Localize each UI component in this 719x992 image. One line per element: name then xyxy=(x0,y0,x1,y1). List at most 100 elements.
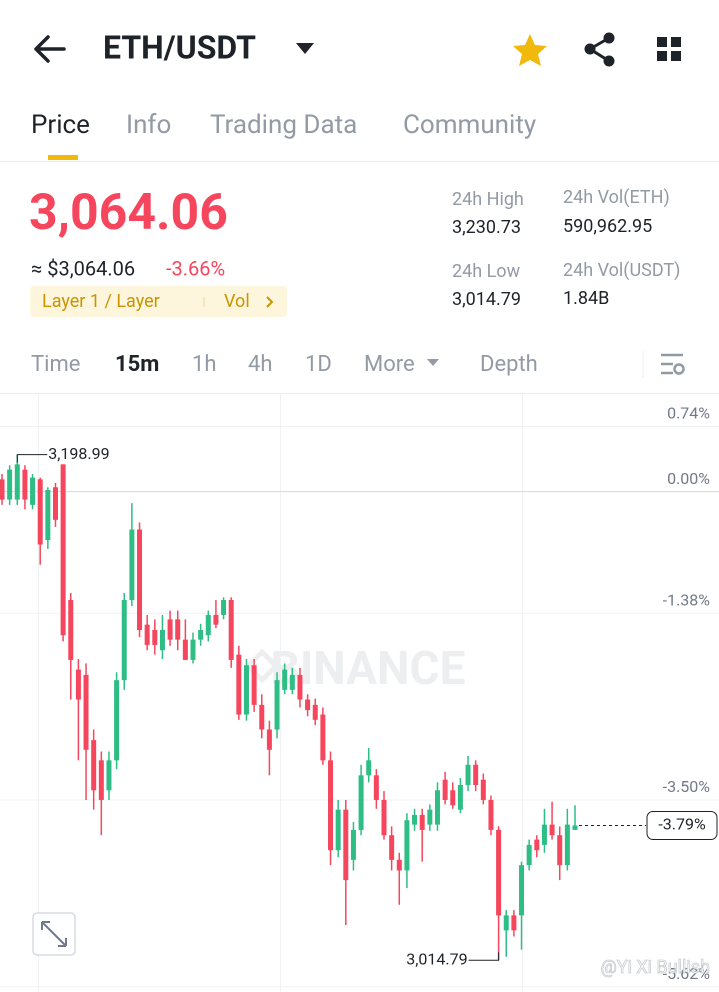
share-lines xyxy=(587,36,610,63)
more-dropdown[interactable] xyxy=(427,359,439,366)
back-icon xyxy=(34,35,66,63)
candle-body xyxy=(427,809,433,825)
candle-body xyxy=(52,487,58,520)
grid-menu[interactable] xyxy=(657,37,681,61)
candle-body xyxy=(328,760,334,851)
candle-body xyxy=(205,614,211,636)
candle-body xyxy=(221,600,227,615)
watermark: BINANCE xyxy=(270,642,465,696)
candle-body xyxy=(373,775,379,800)
price-change: -3.66% xyxy=(166,256,225,280)
candle-body xyxy=(22,469,28,500)
candle-body xyxy=(541,824,547,845)
candle-body xyxy=(289,674,295,690)
candle-body xyxy=(305,699,311,711)
stat-label: 24h High xyxy=(452,189,524,210)
candle-body xyxy=(564,824,570,866)
candle-body xyxy=(175,619,181,640)
high-label: 3,198.99 xyxy=(48,444,109,463)
candle-body xyxy=(75,669,81,700)
stat-label: 24h Vol(USDT) xyxy=(563,260,680,281)
settings-gear xyxy=(673,363,685,375)
last-price-box xyxy=(646,811,718,841)
candle-body xyxy=(190,639,196,660)
expand-button[interactable] xyxy=(32,912,76,956)
candle-body xyxy=(213,614,219,625)
interval[interactable]: Time xyxy=(31,352,80,377)
candle-body xyxy=(266,729,272,750)
candle-body xyxy=(557,835,563,866)
share-button[interactable] xyxy=(584,32,615,67)
tab[interactable]: Trading Data xyxy=(210,110,357,140)
expand-icon xyxy=(41,921,67,947)
candle-body xyxy=(549,824,555,836)
candle-body xyxy=(91,740,97,791)
pair-title[interactable]: ETH/USDT xyxy=(103,28,256,66)
candle-body xyxy=(236,654,242,715)
tab[interactable]: Info xyxy=(126,110,171,140)
candle-body xyxy=(274,680,280,730)
y-tick-label: -5.62% xyxy=(663,964,711,983)
candle-body xyxy=(30,477,36,505)
candle-body xyxy=(450,790,456,806)
tab[interactable]: Price xyxy=(31,110,90,140)
interval[interactable]: 1h xyxy=(192,352,216,377)
interval[interactable]: 15m xyxy=(115,352,159,377)
menu-square xyxy=(657,37,667,47)
candle-body xyxy=(198,629,204,640)
candle-body xyxy=(473,764,479,785)
tag-chevron xyxy=(266,296,274,308)
candle-body xyxy=(534,839,540,851)
candle-body xyxy=(129,529,135,601)
menu-square xyxy=(671,37,681,47)
candle-body xyxy=(282,669,288,690)
candle-body xyxy=(0,479,5,500)
stat-value: 3,014.79 xyxy=(452,289,521,310)
candle-body xyxy=(396,859,402,871)
candle-body xyxy=(7,469,13,500)
interval[interactable]: 4h xyxy=(248,352,272,377)
candle-body xyxy=(14,464,20,500)
interval[interactable]: 1D xyxy=(305,352,332,377)
candle-body xyxy=(442,779,448,800)
tag-text: Layer 1 / Layer xyxy=(42,291,160,312)
y-tick-label: -3.50% xyxy=(663,777,711,796)
tab[interactable]: Community xyxy=(403,110,536,140)
credit-watermark: @Yi Xi Bullish xyxy=(601,957,710,978)
candle-body xyxy=(37,479,43,545)
chart-settings[interactable] xyxy=(661,353,685,375)
candle-body xyxy=(389,835,395,860)
candle-body xyxy=(114,680,120,761)
candle-body xyxy=(106,760,112,791)
back-button[interactable] xyxy=(34,35,66,63)
interval[interactable]: More xyxy=(364,352,415,377)
candle-body xyxy=(381,799,387,836)
candle-body xyxy=(98,760,104,800)
candle-body xyxy=(480,779,486,800)
menu-square xyxy=(671,51,681,61)
tag-bg xyxy=(30,286,287,317)
candle-body xyxy=(503,915,509,931)
y-tick-label: 0.74% xyxy=(667,404,710,423)
candle-body xyxy=(320,714,326,761)
candle-body xyxy=(167,619,173,640)
pair-dropdown[interactable] xyxy=(296,43,314,54)
stat-value: 590,962.95 xyxy=(563,216,652,237)
interval[interactable]: Depth xyxy=(480,352,538,377)
tag-chip[interactable]: Layer 1 / Layer Vol xyxy=(30,286,287,317)
candle-body xyxy=(68,600,74,660)
candle-body xyxy=(152,629,158,645)
candle-body xyxy=(572,825,578,830)
stat-label: 24h Vol(ETH) xyxy=(563,187,670,208)
low-pointer xyxy=(468,952,500,961)
favorite-star[interactable] xyxy=(513,34,547,66)
candle-body xyxy=(526,844,532,866)
candle-body xyxy=(137,529,143,630)
y-tick-label: -1.38% xyxy=(663,590,711,609)
candle-body xyxy=(312,704,318,720)
candle-body xyxy=(457,784,463,810)
candle-body xyxy=(297,674,303,700)
tab-indicator xyxy=(48,155,78,160)
last-price-label: -3.79% xyxy=(658,815,706,834)
